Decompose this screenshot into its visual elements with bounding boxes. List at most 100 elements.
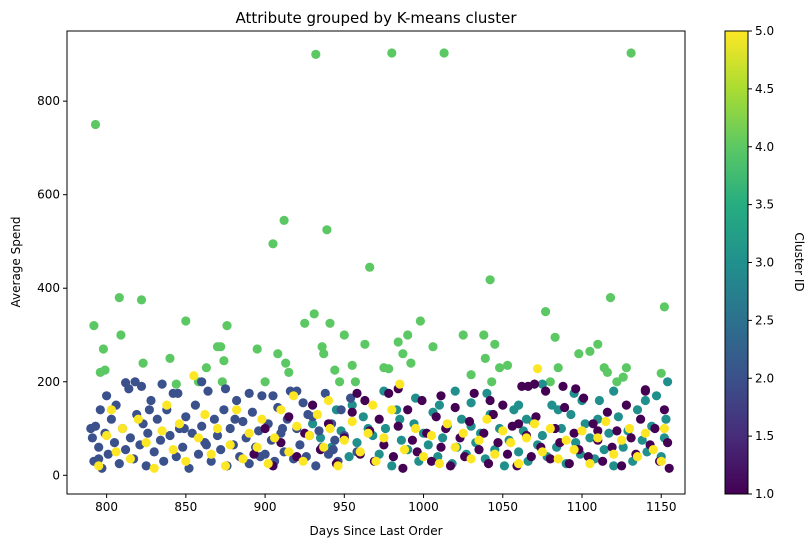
data-point [387, 48, 397, 58]
data-point [663, 438, 673, 448]
data-point [222, 321, 232, 331]
data-point [323, 395, 334, 406]
data-point [257, 414, 267, 424]
data-point [130, 377, 140, 387]
data-point [428, 342, 438, 352]
data-point [569, 428, 579, 438]
data-point [651, 391, 662, 401]
data-point [149, 463, 159, 473]
data-point [335, 377, 345, 387]
data-point [648, 445, 658, 455]
data-point [537, 379, 548, 389]
data-point [319, 442, 329, 452]
data-point [545, 377, 555, 387]
data-point [431, 412, 441, 422]
data-point [529, 379, 540, 389]
data-point [553, 363, 563, 373]
data-point [181, 456, 191, 466]
data-point [187, 428, 197, 438]
data-point [347, 416, 357, 427]
data-point [244, 388, 254, 398]
data-point [106, 405, 116, 415]
colorbar-tick-label: 2.5 [755, 313, 774, 327]
data-point [661, 414, 671, 424]
data-point [173, 388, 183, 398]
data-point [521, 414, 532, 424]
data-point [121, 445, 131, 455]
data-point [594, 395, 605, 406]
data-point [289, 391, 299, 401]
data-point [450, 402, 460, 413]
data-point [300, 318, 310, 328]
data-point [418, 452, 429, 462]
data-point [273, 349, 283, 359]
data-point [374, 414, 384, 424]
y-tick-label: 0 [52, 468, 60, 482]
data-point [346, 393, 356, 403]
data-point [125, 433, 135, 443]
data-point [116, 330, 126, 340]
data-point [277, 423, 288, 434]
data-point [284, 447, 294, 457]
data-point [352, 388, 362, 398]
data-point [268, 239, 278, 249]
data-point [384, 388, 394, 398]
x-tick-label: 900 [254, 500, 277, 514]
x-axis: 800 850 900 950 1000 1050 1100 1150 [95, 494, 677, 514]
data-point [311, 49, 321, 60]
colorbar-tick-label: 1.5 [755, 429, 774, 443]
data-point [102, 391, 112, 401]
data-point [347, 400, 357, 410]
data-point [612, 426, 622, 436]
data-point [260, 377, 270, 387]
data-point [347, 407, 357, 417]
data-point [626, 433, 636, 443]
data-point [436, 391, 446, 401]
data-point [545, 454, 555, 464]
data-point [146, 395, 156, 406]
data-point [339, 435, 349, 445]
data-point [111, 447, 121, 457]
data-point [450, 442, 460, 452]
data-point [466, 398, 476, 408]
data-point [469, 388, 479, 398]
data-point [387, 405, 397, 415]
data-point [106, 414, 116, 424]
data-point [442, 419, 452, 429]
data-point [395, 414, 405, 424]
data-point [311, 461, 321, 471]
data-point [483, 459, 494, 469]
data-point [560, 402, 570, 413]
data-point [458, 330, 468, 340]
data-point [225, 423, 235, 434]
data-point [90, 119, 101, 130]
data-point [298, 456, 308, 466]
data-point [561, 435, 571, 445]
data-point [636, 414, 646, 424]
y-axis-label: Average Spend [9, 217, 23, 308]
plot-frame [66, 30, 686, 495]
data-point [659, 405, 670, 415]
colorbar [724, 30, 749, 495]
data-point [599, 445, 609, 455]
data-point [466, 454, 476, 464]
data-point [102, 430, 112, 441]
data-point [336, 405, 346, 415]
data-point [434, 459, 444, 469]
chart-title: Attribute grouped by K-means cluster [235, 9, 517, 27]
data-point [136, 295, 147, 305]
data-point [574, 349, 584, 359]
data-point [141, 438, 151, 448]
data-point [474, 445, 484, 455]
data-point [219, 356, 229, 366]
data-point [514, 400, 524, 410]
data-point [157, 426, 167, 436]
data-point [270, 433, 280, 443]
data-point [325, 423, 335, 434]
x-tick-label: 1150 [646, 500, 677, 514]
data-point [407, 435, 417, 445]
data-point [583, 452, 593, 462]
data-point [312, 409, 322, 420]
data-point [433, 452, 443, 462]
data-point [360, 339, 370, 349]
